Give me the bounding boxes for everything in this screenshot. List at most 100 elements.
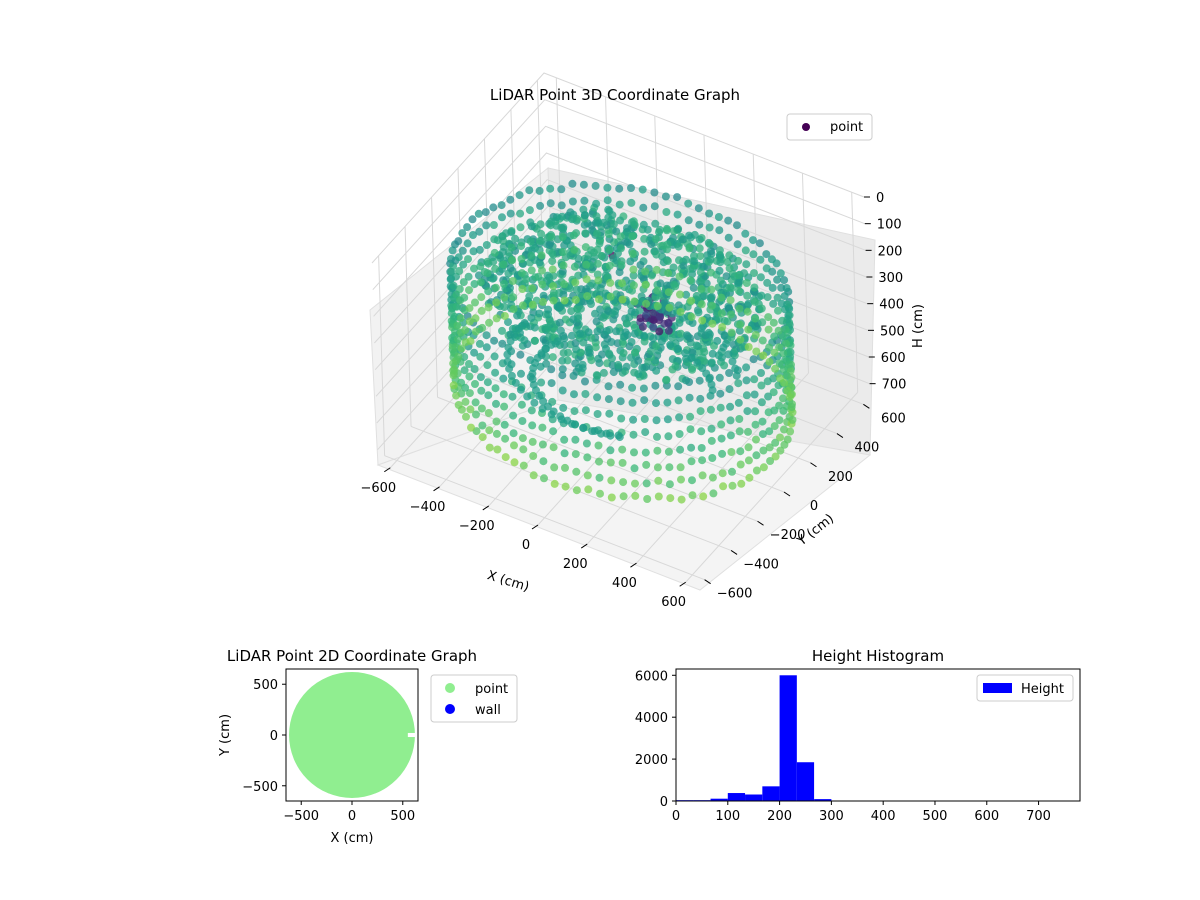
cloud-point — [764, 325, 773, 334]
cloud-point — [570, 390, 578, 399]
cloud-point — [786, 427, 795, 436]
cloud-point — [483, 269, 492, 278]
cloud-point — [698, 364, 707, 373]
cloud-point — [618, 295, 627, 304]
cloud-point — [725, 369, 734, 377]
cloud-point — [757, 398, 766, 407]
legend-2d-label-point: point — [475, 682, 508, 697]
cloud-point — [492, 417, 501, 426]
x-tick-label-3d: 200 — [563, 557, 588, 572]
cloud-point — [528, 284, 537, 293]
cloud-point — [774, 326, 783, 335]
x-tick-label-3d: −400 — [410, 500, 446, 515]
cloud-point — [696, 407, 705, 416]
cloud-point — [571, 435, 580, 444]
cloud-point — [607, 493, 616, 502]
cloud-point — [559, 349, 568, 357]
cloud-point — [717, 434, 726, 443]
cloud-point — [549, 296, 558, 305]
cloud-point — [781, 325, 790, 334]
cloud-point — [724, 350, 733, 359]
cloud-point — [539, 457, 548, 466]
x-tick-label-histogram: 100 — [715, 809, 740, 824]
cloud-point — [642, 299, 651, 308]
cloud-point — [617, 414, 626, 423]
cloud-point — [465, 372, 474, 381]
x-tick-3d — [384, 467, 391, 473]
point-cloud-3d — [446, 179, 797, 504]
cloud-point — [657, 337, 666, 346]
cloud-point — [779, 349, 788, 358]
x-tick-3d — [630, 562, 637, 568]
cloud-point — [733, 221, 741, 230]
cloud-point — [483, 361, 492, 370]
cloud-point — [556, 326, 565, 335]
cloud-point — [617, 261, 626, 270]
cloud-point — [489, 203, 498, 212]
cloud-point — [485, 318, 494, 327]
cloud-point — [653, 286, 662, 295]
cloud-point — [454, 253, 463, 262]
cloud-point — [477, 404, 486, 413]
cloud-point — [581, 377, 589, 386]
cloud-point — [595, 457, 603, 466]
x-tick-label-2d: 500 — [390, 809, 415, 824]
cloud-point — [749, 355, 758, 364]
cloud-point — [560, 296, 569, 305]
cloud-point — [762, 264, 771, 273]
cloud-point — [580, 196, 589, 205]
cloud-point — [782, 339, 790, 348]
cloud-point — [559, 261, 568, 270]
cloud-point — [628, 383, 637, 392]
cloud-point — [574, 254, 583, 263]
cloud-point — [673, 210, 682, 219]
cloud-point — [689, 283, 698, 292]
cloud-point — [664, 288, 673, 297]
cloud-point — [508, 256, 517, 265]
cloud-point — [655, 312, 664, 321]
cloud-point — [773, 293, 782, 302]
cloud-point — [651, 381, 660, 390]
cloud-point — [499, 374, 508, 383]
histogram-bar — [779, 675, 797, 801]
cloud-point — [499, 390, 508, 399]
cloud-point — [500, 293, 509, 302]
cloud-point — [474, 271, 483, 280]
cloud-point — [450, 365, 459, 374]
cloud-point — [583, 292, 592, 301]
cloud-point — [606, 458, 615, 467]
cloud-point — [676, 307, 685, 316]
cloud-point — [482, 221, 491, 230]
cloud-point — [508, 277, 517, 285]
cloud-point — [630, 448, 638, 457]
cloud-point — [654, 492, 663, 501]
cloud-point — [510, 441, 518, 450]
cloud-point — [726, 283, 735, 292]
cloud-point — [471, 380, 479, 388]
cloud-point — [470, 264, 478, 273]
cloud-point — [782, 371, 791, 380]
cloud-point — [628, 398, 637, 407]
cloud-point — [687, 353, 696, 362]
cloud-point — [750, 390, 759, 399]
cloud-point — [678, 313, 687, 322]
cloud-point — [735, 427, 744, 436]
cloud-point — [627, 184, 635, 192]
cloud-point — [686, 276, 695, 285]
cloud-point — [618, 458, 627, 467]
cloud-point — [592, 371, 601, 380]
cloud-point — [665, 303, 674, 312]
cloud-point — [686, 264, 695, 273]
cloud-point — [605, 349, 613, 358]
cloud-point — [778, 316, 787, 325]
cloud-point — [685, 244, 694, 253]
cloud-point — [565, 284, 574, 293]
cloud-point — [697, 284, 706, 293]
cloud-point — [530, 336, 539, 345]
cloud-point — [501, 434, 510, 443]
y-tick-label-2d: −500 — [242, 780, 278, 795]
cloud-point — [696, 252, 705, 261]
cloud-point — [758, 336, 767, 345]
cloud-point — [751, 407, 760, 416]
z-axis-label-3d: H (cm) — [911, 304, 926, 348]
